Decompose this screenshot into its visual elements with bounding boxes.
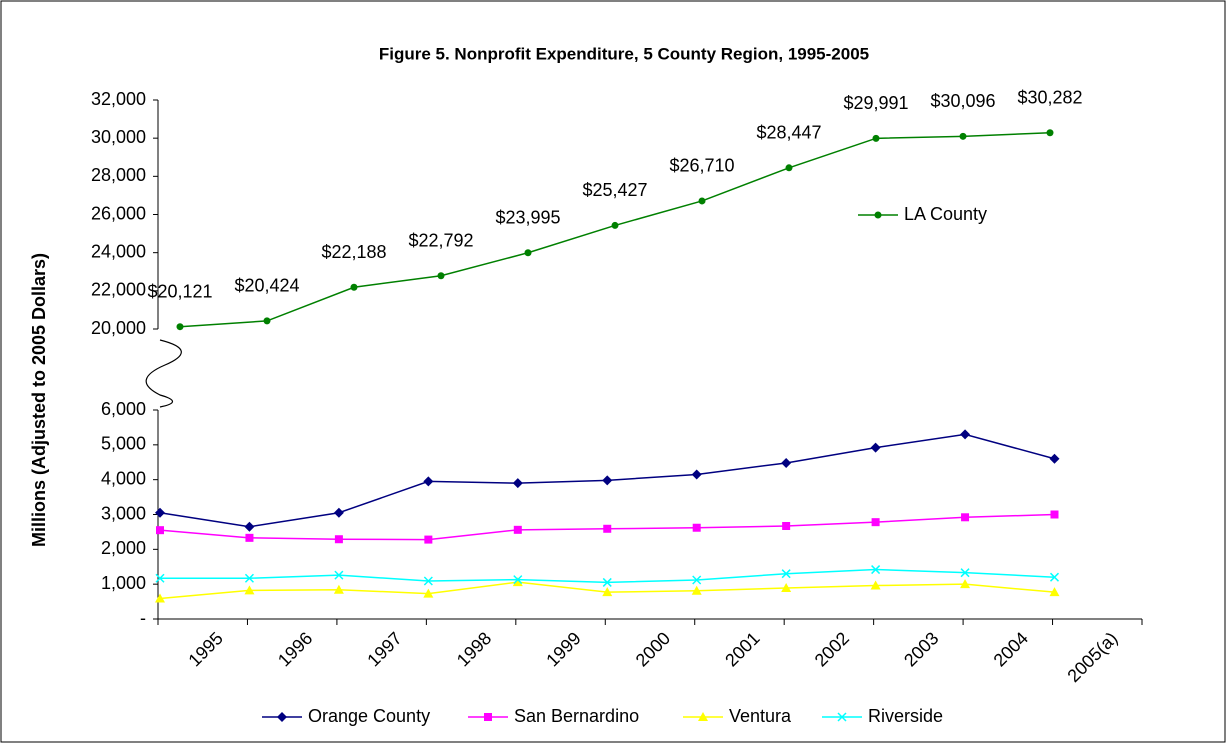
data-label: $28,447 (756, 123, 821, 143)
marker (782, 521, 791, 530)
marker (1049, 572, 1060, 582)
marker (277, 712, 287, 722)
marker (602, 587, 613, 597)
y-tick-label: 4,000 (101, 468, 146, 488)
data-label: $22,792 (408, 230, 473, 250)
marker (871, 518, 880, 527)
y-tick-label: 2,000 (101, 538, 146, 558)
y-tick-label: 5,000 (101, 434, 146, 454)
marker (1049, 587, 1060, 597)
legend-label: Ventura (729, 706, 792, 726)
marker (155, 507, 165, 518)
marker (961, 513, 970, 522)
marker (691, 585, 702, 595)
marker (960, 429, 971, 440)
marker (785, 164, 793, 172)
marker (263, 317, 271, 325)
marker (424, 535, 433, 544)
marker (698, 197, 706, 205)
marker (156, 526, 164, 535)
marker (513, 575, 523, 585)
y-axis-label: Millions (Adjusted to 2005 Dollars) (29, 253, 49, 547)
y-tick-label: 28,000 (91, 165, 146, 185)
marker (155, 593, 165, 603)
data-label: $26,710 (669, 156, 734, 176)
data-label: $29,991 (843, 93, 908, 113)
y-tick-label: 1,000 (101, 573, 146, 593)
marker (423, 588, 434, 598)
y-tick-label: 6,000 (101, 399, 146, 419)
marker (1050, 510, 1059, 519)
marker (333, 584, 344, 594)
marker (602, 577, 612, 587)
marker (437, 272, 445, 280)
marker (524, 249, 532, 257)
marker (960, 579, 971, 589)
y-tick-label: 26,000 (91, 203, 146, 223)
legend-label: San Bernardino (514, 706, 639, 726)
data-label: $30,282 (1017, 88, 1082, 108)
axis-break (145, 339, 182, 408)
marker (960, 568, 970, 578)
marker (333, 507, 344, 518)
marker (245, 533, 254, 542)
data-label: $23,995 (495, 208, 560, 228)
marker (872, 134, 880, 142)
marker (870, 442, 881, 453)
legend-label: Riverside (868, 706, 943, 726)
y-tick-label: 20,000 (91, 318, 146, 338)
marker (350, 283, 358, 291)
marker (334, 535, 343, 544)
marker (959, 132, 967, 140)
marker (512, 478, 523, 489)
marker (781, 569, 791, 579)
y-tick-label: 30,000 (91, 127, 146, 147)
legend-label: LA County (904, 204, 987, 224)
marker (611, 221, 619, 229)
y-tick-label: 32,000 (91, 89, 146, 109)
marker (603, 524, 612, 533)
data-label: $30,096 (930, 91, 995, 111)
y-tick-label: 22,000 (91, 280, 146, 300)
marker (602, 475, 613, 486)
data-label: $25,427 (582, 180, 647, 200)
marker (423, 576, 433, 586)
y-tick-label: - (140, 608, 146, 628)
marker (512, 577, 523, 587)
data-label: $20,424 (234, 276, 299, 296)
data-label: $20,121 (147, 281, 212, 301)
marker (155, 573, 165, 583)
marker (513, 525, 522, 534)
marker (1046, 129, 1054, 137)
data-label: $22,188 (321, 242, 386, 262)
legend-label: Orange County (308, 706, 430, 726)
marker (781, 457, 792, 468)
marker (874, 211, 882, 219)
marker (698, 712, 708, 721)
marker (244, 521, 255, 532)
chart-title: Figure 5. Nonprofit Expenditure, 5 Count… (379, 44, 869, 63)
marker (244, 585, 255, 595)
marker (837, 712, 847, 722)
marker (871, 565, 881, 575)
marker (484, 713, 492, 721)
marker (692, 575, 702, 585)
y-tick-label: 24,000 (91, 241, 146, 261)
marker (692, 523, 701, 532)
marker (423, 476, 434, 487)
marker (691, 469, 702, 480)
marker (781, 582, 792, 592)
y-tick-label: 3,000 (101, 503, 146, 523)
marker (244, 573, 254, 583)
marker (870, 580, 881, 590)
marker (334, 570, 344, 580)
marker (176, 323, 184, 331)
marker (1049, 453, 1060, 464)
